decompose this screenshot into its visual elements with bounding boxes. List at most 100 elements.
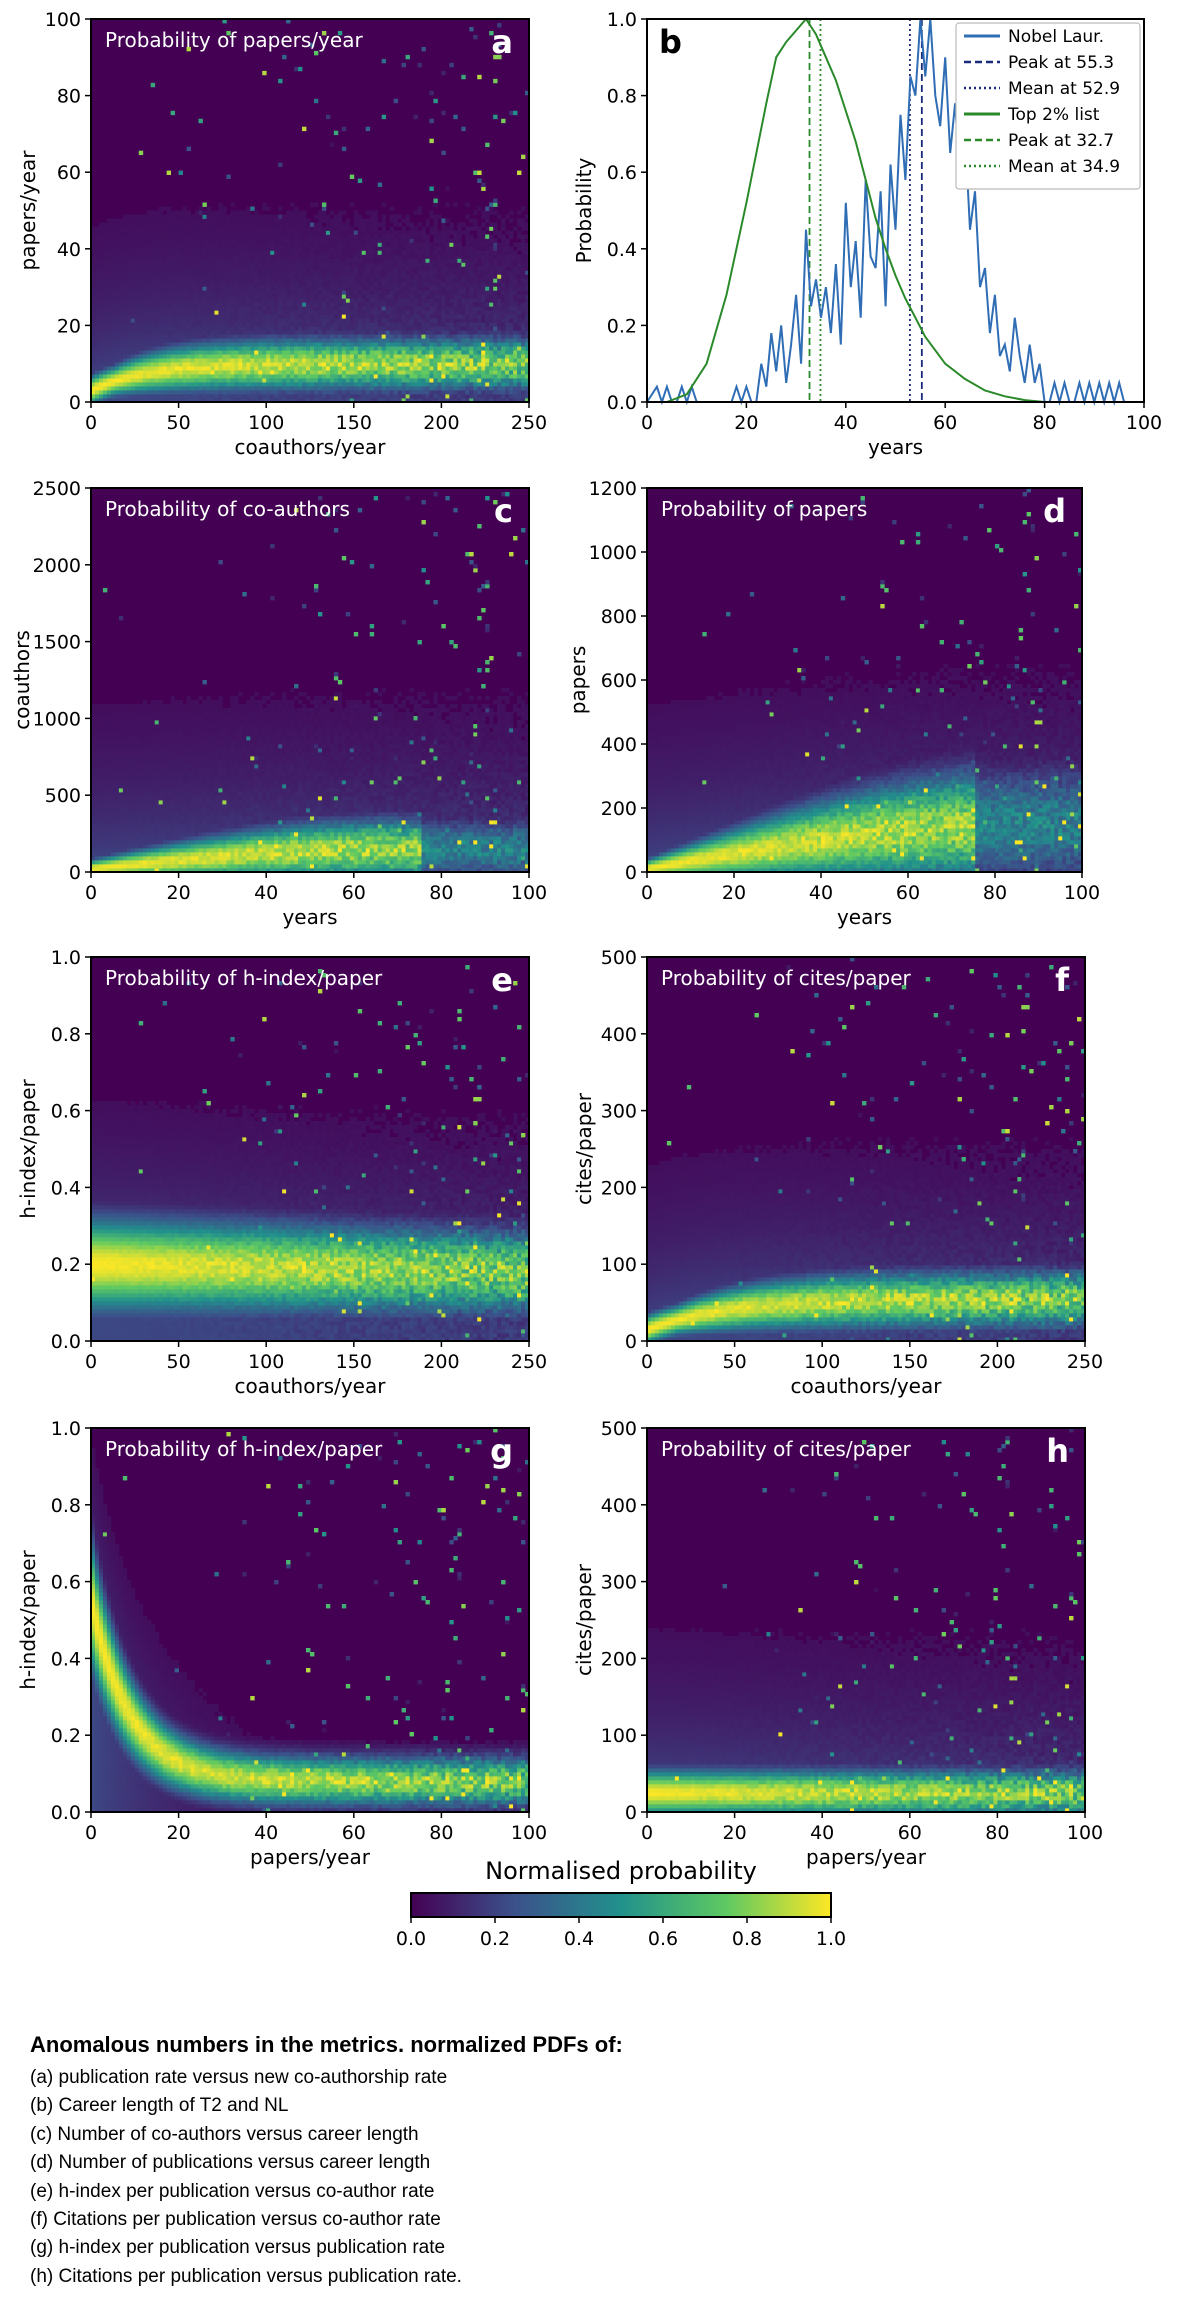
heatmap-cell — [433, 274, 437, 278]
heatmap-cell — [326, 115, 330, 119]
heatmap-cell — [469, 242, 473, 246]
heatmap-cell — [147, 298, 151, 302]
heatmap-cell — [354, 258, 358, 262]
heatmap-cell — [127, 290, 131, 294]
heatmap-cell — [222, 238, 226, 242]
heatmap-cell — [282, 266, 286, 270]
heatmap-cell — [270, 322, 274, 326]
heatmap-cell — [449, 314, 453, 318]
heatmap-cell — [143, 298, 147, 302]
heatmap-cell — [449, 238, 453, 242]
heatmap-cell — [230, 338, 234, 342]
heatmap-cell — [199, 306, 203, 310]
heatmap-cell — [230, 310, 234, 314]
heatmap-cell — [433, 234, 437, 238]
heatmap-cell — [469, 254, 473, 258]
heatmap-cell — [346, 318, 350, 322]
heatmap-cell — [214, 222, 218, 226]
heatmap-cell — [191, 354, 195, 358]
heatmap-cell — [286, 374, 290, 378]
heatmap-cell — [338, 390, 342, 394]
heatmap-cell — [266, 378, 270, 382]
heatmap-cell — [234, 226, 238, 230]
heatmap-cell — [306, 250, 310, 254]
heatmap-cell — [314, 302, 318, 306]
heatmap-cell — [298, 306, 302, 310]
heatmap-cell — [270, 218, 274, 222]
heatmap-cell — [199, 302, 203, 306]
heatmap-cell — [119, 374, 123, 378]
heatmap-cell — [163, 266, 167, 270]
heatmap-cell — [425, 250, 429, 254]
heatmap-cell — [298, 222, 302, 226]
heatmap-cell — [473, 242, 477, 246]
heatmap-cell — [155, 226, 159, 230]
heatmap-cell — [202, 358, 206, 362]
heatmap-cell — [151, 366, 155, 370]
heatmap-cell — [294, 250, 298, 254]
heatmap-cell — [310, 378, 314, 382]
heatmap-cell — [469, 246, 473, 250]
heatmap-cell — [441, 226, 445, 230]
heatmap-cell — [493, 362, 497, 366]
heatmap-cell — [469, 362, 473, 366]
heatmap-cell — [449, 382, 453, 386]
heatmap-cell — [330, 370, 334, 374]
heatmap-cell — [354, 286, 358, 290]
heatmap-cell — [398, 350, 402, 354]
heatmap-cell — [234, 258, 238, 262]
heatmap-cell — [298, 334, 302, 338]
heatmap-cell — [489, 390, 493, 394]
heatmap-cell — [127, 362, 131, 366]
heatmap-cell — [187, 302, 191, 306]
heatmap-cell — [258, 258, 262, 262]
heatmap-cell — [346, 382, 350, 386]
heatmap-cell — [350, 350, 354, 354]
heatmap-cell — [326, 358, 330, 362]
heatmap-cell — [266, 386, 270, 390]
heatmap-cell — [362, 306, 366, 310]
heatmap-cell — [497, 250, 501, 254]
heatmap-cell — [418, 63, 422, 67]
heatmap-cell — [238, 274, 242, 278]
heatmap-cell — [473, 382, 477, 386]
heatmap-cell — [274, 382, 278, 386]
heatmap-cell — [226, 310, 230, 314]
heatmap-cell — [449, 278, 453, 282]
heatmap-cell — [95, 386, 99, 390]
heatmap-cell — [262, 262, 266, 266]
heatmap-cell — [326, 294, 330, 298]
heatmap-cell — [167, 370, 171, 374]
heatmap-cell — [501, 119, 505, 123]
heatmap-cell — [151, 270, 155, 274]
heatmap-cell — [469, 334, 473, 338]
heatmap-cell — [242, 374, 246, 378]
heatmap-cell — [230, 382, 234, 386]
heatmap-cell — [418, 270, 422, 274]
heatmap-cell — [143, 258, 147, 262]
heatmap-cell — [163, 258, 167, 262]
heatmap-cell — [382, 318, 386, 322]
heatmap-cell — [163, 334, 167, 338]
heatmap-cell — [306, 254, 310, 258]
heatmap-cell — [326, 266, 330, 270]
heatmap-cell — [493, 274, 497, 278]
heatmap-cell — [366, 378, 370, 382]
heatmap-cell — [294, 242, 298, 246]
heatmap-cell — [218, 322, 222, 326]
heatmap-cell — [179, 246, 183, 250]
heatmap-cell — [206, 318, 210, 322]
heatmap-cell — [167, 306, 171, 310]
heatmap-cell — [334, 390, 338, 394]
heatmap-cell — [274, 346, 278, 350]
heatmap-cell — [394, 266, 398, 270]
heatmap-cell — [326, 270, 330, 274]
heatmap-cell — [119, 298, 123, 302]
heatmap-cell — [290, 234, 294, 238]
heatmap-cell — [314, 203, 318, 207]
heatmap-cell — [103, 334, 107, 338]
heatmap-cell — [350, 334, 354, 338]
heatmap-cell — [485, 266, 489, 270]
heatmap-cell — [414, 374, 418, 378]
heatmap-cell — [187, 242, 191, 246]
